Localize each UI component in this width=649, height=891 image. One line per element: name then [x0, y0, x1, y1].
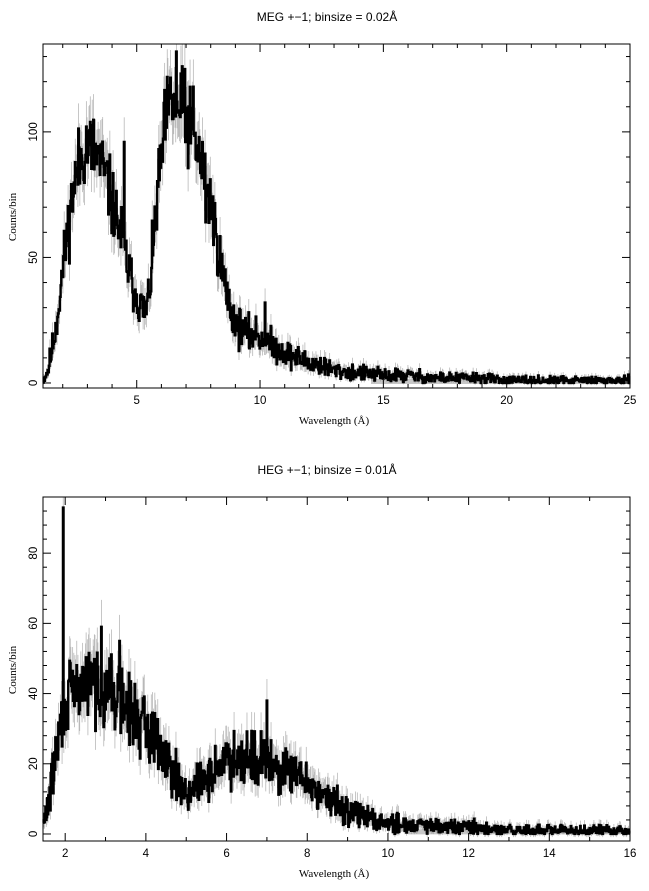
meg-x-tick-label: 20 [500, 395, 513, 407]
heg-axis-ticks [43, 496, 631, 841]
heg-y-tick-label: 20 [28, 757, 40, 770]
heg-x-tick-label: 16 [624, 848, 637, 860]
meg-plot-frame [42, 43, 631, 389]
meg-y-tick-label: 100 [28, 122, 40, 141]
meg-tick-labels: 5 10 15 20 25 0 50 100 [28, 122, 636, 407]
heg-x-tick-label: 8 [304, 848, 310, 860]
meg-chart-panel: MEG +−1; binsize = 0.02Å 5 10 15 20 25 0 50 100… [7, 9, 636, 427]
heg-plot-frame [42, 496, 631, 842]
meg-x-tick-label: 25 [624, 395, 637, 407]
meg-chart-title: MEG +−1; binsize = 0.02Å [257, 9, 397, 24]
heg-x-axis-label: Wavelength (Å) [299, 868, 370, 880]
heg-tick-labels: 2 4 6 8 10 12 14 16 0 20 40 60 80 [28, 547, 636, 860]
meg-axis-ticks [43, 44, 631, 388]
meg-y-tick-label: 0 [28, 380, 40, 386]
heg-chart-title: HEG +−1; binsize = 0.01Å [257, 462, 396, 477]
heg-series-line [42, 506, 631, 836]
heg-y-axis-label: Counts/bin [7, 645, 19, 694]
heg-x-tick-label: 10 [382, 848, 395, 860]
meg-x-tick-label: 10 [254, 395, 267, 407]
heg-series [42, 506, 631, 836]
heg-y-tick-label: 0 [28, 831, 40, 837]
heg-x-tick-label: 4 [143, 848, 150, 860]
heg-y-tick-label: 80 [28, 547, 40, 560]
heg-y-tick-label: 60 [28, 617, 40, 630]
heg-x-tick-label: 2 [62, 848, 68, 860]
meg-error-bars [42, 44, 631, 386]
meg-x-tick-label: 15 [377, 395, 390, 407]
meg-series-line [42, 50, 631, 385]
heg-y-tick-label: 40 [28, 687, 40, 700]
heg-x-tick-label: 12 [462, 848, 475, 860]
meg-y-axis-label: Counts/bin [7, 192, 19, 241]
meg-series [42, 50, 631, 385]
heg-chart-panel: HEG +−1; binsize = 0.01Å 2 4 6 8 10 12 14 16 0 20… [7, 462, 636, 880]
heg-x-tick-label: 6 [223, 848, 229, 860]
heg-x-tick-label: 14 [543, 848, 556, 860]
meg-y-tick-label: 50 [28, 251, 40, 264]
meg-x-tick-label: 5 [134, 395, 140, 407]
meg-x-axis-label: Wavelength (Å) [299, 415, 370, 427]
